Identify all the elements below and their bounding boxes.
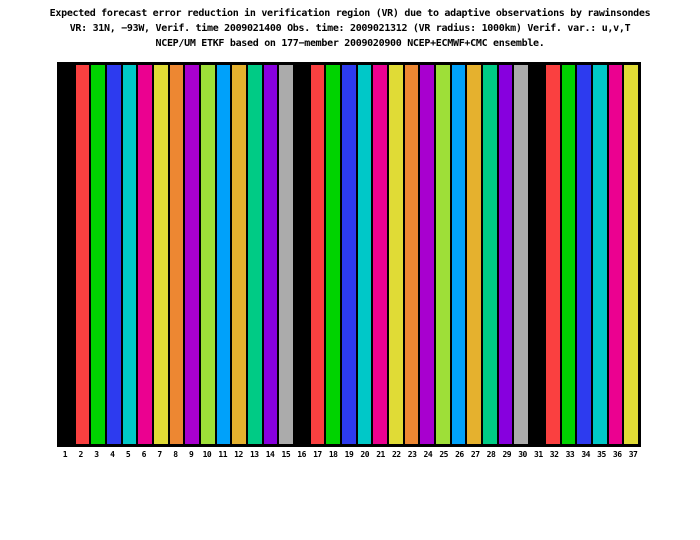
- x-tick-label-6: 6: [141, 450, 147, 459]
- x-tick-label-21: 21: [376, 450, 385, 459]
- x-tick-label-25: 25: [439, 450, 448, 459]
- bar-14: [263, 65, 278, 444]
- x-tick-label-11: 11: [218, 450, 228, 459]
- x-tick-label-37: 37: [628, 450, 638, 459]
- bar-6: [138, 65, 153, 444]
- bar-16: [295, 65, 309, 444]
- x-tick-label-36: 36: [612, 450, 622, 459]
- bar-1: [60, 65, 74, 444]
- bar-2: [75, 65, 90, 444]
- bar-34: [577, 65, 591, 444]
- bar-21: [373, 65, 388, 444]
- x-tick-label-15: 15: [281, 450, 291, 459]
- x-tick-label-17: 17: [313, 450, 322, 459]
- bar-37: [624, 65, 638, 444]
- x-tick-label-32: 32: [549, 450, 559, 459]
- x-tick-label-26: 26: [455, 450, 464, 459]
- bar-10: [201, 65, 215, 444]
- x-tick-label-31: 31: [534, 450, 543, 459]
- bar-27: [467, 65, 482, 444]
- x-tick-label-5: 5: [125, 450, 131, 459]
- bar-23: [404, 65, 419, 444]
- bar-11: [216, 65, 231, 444]
- x-tick-label-14: 14: [265, 450, 275, 459]
- bar-18: [326, 65, 341, 444]
- chart-title-block: Expected forecast error reduction in ver…: [0, 6, 700, 51]
- x-tick-label-1: 1: [62, 450, 68, 459]
- bar-5: [122, 65, 137, 444]
- bar-25: [436, 65, 450, 444]
- x-tick-label-24: 24: [423, 450, 433, 459]
- bar-19: [342, 65, 356, 444]
- bar-26: [451, 65, 466, 444]
- bar-28: [483, 65, 497, 444]
- x-tick-label-3: 3: [94, 450, 99, 459]
- x-tick-label-33: 33: [565, 450, 575, 459]
- chart-title-line-1: Expected forecast error reduction in ver…: [49, 8, 651, 19]
- x-tick-label-9: 9: [188, 450, 194, 459]
- x-tick-label-29: 29: [502, 450, 512, 459]
- x-tick-label-30: 30: [518, 450, 527, 459]
- bar-22: [389, 65, 403, 444]
- bar-4: [107, 65, 121, 444]
- x-tick-label-22: 22: [391, 450, 401, 459]
- x-tick-label-10: 10: [202, 450, 212, 459]
- bar-31: [530, 65, 544, 444]
- x-tick-label-2: 2: [78, 450, 84, 459]
- bar-17: [310, 65, 325, 444]
- bar-24: [420, 65, 435, 444]
- x-tick-label-7: 7: [157, 450, 162, 459]
- x-tick-label-4: 4: [110, 450, 115, 459]
- bar-20: [357, 65, 372, 444]
- bar-35: [592, 65, 607, 444]
- x-tick-label-20: 20: [360, 450, 370, 459]
- bar-15: [279, 65, 294, 444]
- bar-33: [561, 65, 576, 444]
- bar-30: [514, 65, 529, 444]
- bar-32: [545, 65, 560, 444]
- chart-title-line-3: NCEP/UM ETKF based on 177−member 2009020…: [155, 38, 545, 49]
- bar-9: [185, 65, 200, 444]
- x-tick-label-28: 28: [486, 450, 496, 459]
- x-tick-label-34: 34: [581, 450, 590, 459]
- bar-8: [169, 65, 184, 444]
- x-axis-tick-labels: 1 2 3 4 5 6 7 8 9 10 11 12 13 14 15 16 17 18 19 20 21 22 23 24 2…: [57, 450, 641, 459]
- x-tick-label-35: 35: [597, 450, 606, 459]
- x-tick-label-27: 27: [470, 450, 480, 459]
- bar-7: [154, 65, 168, 444]
- x-tick-label-13: 13: [249, 450, 259, 459]
- bar-12: [232, 65, 247, 444]
- x-tick-label-8: 8: [173, 450, 178, 459]
- bar-3: [91, 65, 106, 444]
- chart-title-line-2: VR: 31N, −93W, Verif. time 2009021400 Ob…: [69, 23, 631, 34]
- bar-29: [498, 65, 513, 444]
- bar-13: [248, 65, 262, 444]
- x-tick-label-23: 23: [407, 450, 417, 459]
- plot-area: [57, 62, 641, 447]
- x-tick-label-12: 12: [234, 450, 243, 459]
- x-tick-label-16: 16: [297, 450, 306, 459]
- x-tick-label-18: 18: [328, 450, 338, 459]
- x-tick-label-19: 19: [344, 450, 354, 459]
- bar-36: [608, 65, 623, 444]
